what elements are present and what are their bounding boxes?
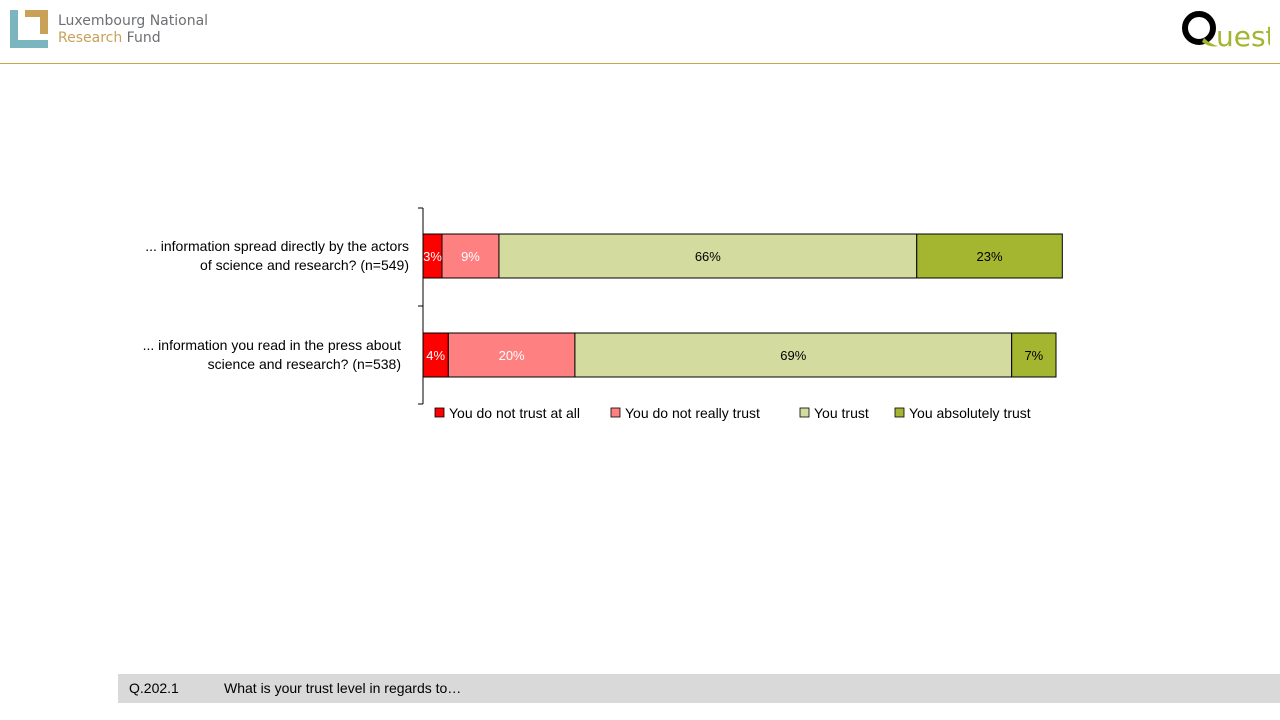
category-label: ... information spread directly by the a… [145, 238, 409, 254]
legend-label: You trust [814, 405, 869, 421]
bar-data-label: 3% [423, 249, 442, 264]
legend-swatch [894, 407, 905, 418]
bar-data-label: 23% [977, 249, 1003, 264]
legend-label: You do not really trust [625, 405, 760, 421]
lnr-logo-mark-icon [10, 10, 48, 48]
lnr-logo-line1: Luxembourg National [58, 13, 209, 29]
bar-segment [1011, 332, 1057, 378]
lnr-logo-word-fund: Fund [126, 30, 161, 46]
bar-data-label: 69% [780, 348, 806, 363]
category-label: science and research? (n=538) [208, 356, 401, 372]
bar-segment [498, 233, 918, 279]
bar-data-label: 4% [426, 348, 445, 363]
legend-swatch [799, 407, 810, 418]
legend-swatch [434, 407, 445, 418]
question-footer: Q.202.1 What is your trust level in rega… [118, 674, 1280, 703]
bar-data-label: 20% [499, 348, 525, 363]
quest-logo: uest [1182, 11, 1270, 53]
bar-segment [916, 233, 1063, 279]
lnr-logo-word-research: Research [58, 30, 123, 46]
lnr-logo-line2: Research Fund [58, 30, 208, 47]
bar-data-label: 9% [461, 249, 480, 264]
bar-segment [441, 233, 500, 279]
lnr-logo-text: Luxembourg National Research Fund [58, 13, 208, 47]
category-label: ... information you read in the press ab… [143, 337, 401, 353]
question-code: Q.202.1 [129, 680, 179, 696]
header: Luxembourg National Research Fund uest [0, 0, 1280, 64]
svg-text:uest: uest [1216, 20, 1270, 53]
luxembourg-national-research-fund-logo: Luxembourg National Research Fund [10, 10, 210, 52]
bar-data-label: 66% [695, 249, 721, 264]
legend-label: You absolutely trust [909, 405, 1031, 421]
bar-data-label: 7% [1024, 348, 1043, 363]
legend-swatch [610, 407, 621, 418]
legend-label: You do not trust at all [449, 405, 580, 421]
bar-segment [574, 332, 1013, 378]
category-label: of science and research? (n=549) [200, 257, 409, 273]
question-text: What is your trust level in regards to… [224, 680, 462, 696]
